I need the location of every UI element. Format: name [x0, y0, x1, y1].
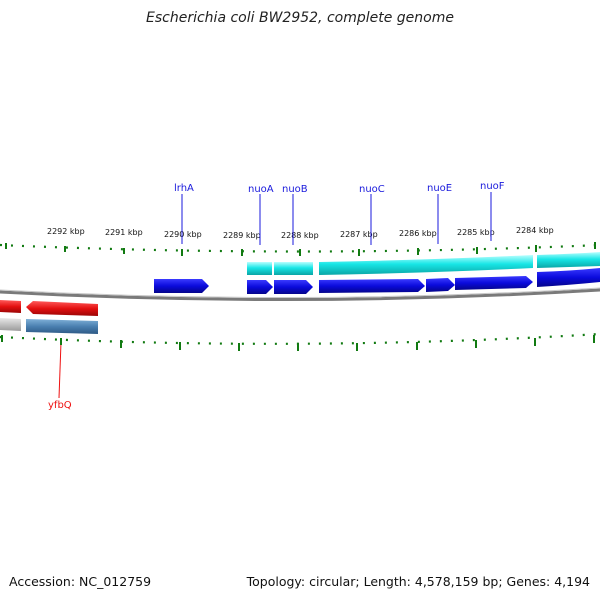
gene-label-nuoB: nuoB	[282, 184, 308, 195]
top-tick-row	[0, 242, 600, 256]
cds-bar-right-blue	[537, 268, 600, 287]
gene-bar-nuoB	[274, 262, 313, 275]
bottom-tick-row	[0, 332, 600, 351]
scale-label-2289: 2289 kbp	[223, 231, 261, 240]
cds-arrow-lrhA	[154, 279, 209, 293]
gene-bar-nuoA	[247, 262, 272, 275]
scale-label-2285: 2285 kbp	[457, 228, 495, 237]
gene-label-nuoF: nuoF	[480, 181, 505, 192]
scale-label-2291: 2291 kbp	[105, 228, 143, 237]
map-title: Escherichia coli BW2952, complete genome	[146, 10, 454, 26]
gene-bar-left-gray	[0, 318, 21, 331]
genome-summary: Topology: circular; Length: 4,578,159 bp…	[246, 574, 590, 589]
scale-label-2286: 2286 kbp	[399, 229, 437, 238]
cds-arrow-nuoE	[426, 278, 455, 292]
cds-track-forward	[154, 268, 600, 294]
scale-label-2292: 2292 kbp	[47, 227, 85, 236]
gene-bar-right-cyan	[537, 252, 600, 268]
cds-track-reverse	[0, 300, 98, 316]
gene-label-lrhA: lrhA	[174, 183, 194, 194]
gene-label-nuoE: nuoE	[427, 183, 452, 194]
scale-label-2284: 2284 kbp	[516, 226, 554, 235]
genome-backbone	[0, 288, 600, 302]
scale-label-2290: 2290 kbp	[164, 230, 202, 239]
cds-arrow-nuoF	[455, 276, 533, 290]
cds-arrow-nuoA	[247, 280, 273, 294]
gene-bar-yfbQ	[26, 319, 98, 334]
accession-label: Accession: NC_012759	[9, 574, 152, 589]
cds-arrow-yfbQ	[26, 301, 98, 316]
gene-track-forward	[247, 252, 600, 275]
gene-track-reverse	[0, 318, 98, 334]
scale-labels: 2292 kbp 2291 kbp 2290 kbp 2289 kbp 2288…	[47, 226, 554, 240]
gene-label-yfbQ: yfbQ	[48, 400, 72, 411]
gene-labels: lrhA nuoA nuoB nuoC nuoE nuoF yfbQ	[48, 181, 505, 411]
scale-label-2288: 2288 kbp	[281, 231, 319, 240]
gene-label-nuoC: nuoC	[359, 184, 385, 195]
cds-arrow-nuoB	[274, 280, 313, 294]
gene-bar-nuoCEF	[319, 255, 533, 275]
gene-label-nuoA: nuoA	[248, 184, 274, 195]
gene-leader-yfbQ	[58, 341, 62, 399]
cds-arrow-nuoC	[319, 279, 425, 293]
gene-leader-lines	[181, 192, 492, 245]
cds-bar-left-red	[0, 300, 21, 313]
scale-label-2287: 2287 kbp	[340, 230, 378, 239]
